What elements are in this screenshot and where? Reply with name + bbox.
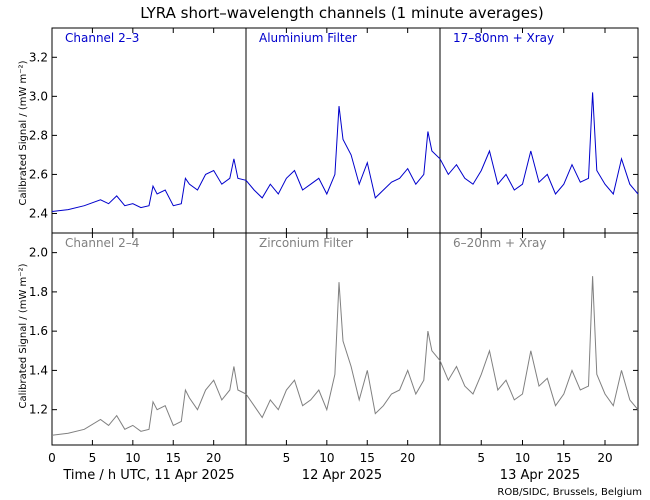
bottom-series-line-1	[51, 366, 247, 436]
bottom-ytick-label: 1.8	[29, 285, 48, 299]
xtick-label: 20	[400, 451, 415, 465]
top-panel-label-3: 17–80nm + Xray	[453, 31, 554, 45]
bottom-panel-label-2: Zirconium Filter	[259, 236, 353, 250]
top-ytick-label: 3.2	[29, 50, 48, 64]
top-ytick-label: 3.0	[29, 89, 48, 103]
credit: ROB/SIDC, Brussels, Belgium	[497, 487, 642, 498]
bottom-ytick-label: 1.6	[29, 324, 48, 338]
bottom-series-line-2	[245, 282, 441, 419]
top-series-line-3	[439, 92, 639, 196]
bottom-ytick-label: 1.4	[29, 363, 48, 377]
xtick-label: 10	[515, 451, 530, 465]
bottom-ytick-label: 1.2	[29, 403, 48, 417]
bottom-ytick-label: 2.0	[29, 246, 48, 260]
bottom-series-line-3	[439, 276, 639, 411]
bottom-ylabel: Calibrated Signal / (mW m⁻²)	[18, 263, 29, 408]
xtick-label: 10	[319, 451, 334, 465]
xtick-label: 5	[89, 451, 97, 465]
panels: 2.4 2.6 2.8 3.0 3.2 Channel 2–3 Aluminium Filt…	[29, 27, 639, 465]
top-panel-label-2: Aluminium Filter	[259, 31, 357, 45]
xtick-label: 20	[206, 451, 221, 465]
xtick-label: 5	[477, 451, 485, 465]
xtick-label: 0	[48, 451, 56, 465]
top-ytick-label: 2.4	[29, 206, 48, 220]
top-series-line-1	[51, 158, 247, 212]
xlabel-day3: 13 Apr 2025	[500, 468, 580, 483]
xlabel-day1: Time / h UTC, 11 Apr 2025	[62, 468, 234, 483]
bottom-panel-label-3: 6–20nm + Xray	[453, 236, 547, 250]
xtick-label: 10	[125, 451, 140, 465]
xtick-label: 5	[283, 451, 291, 465]
xtick-label: 15	[166, 451, 181, 465]
top-plot-frame	[51, 27, 639, 234]
chart-title: LYRA short–wavelength channels (1 minute…	[140, 4, 543, 22]
bottom-panel-label-1: Channel 2–4	[65, 236, 139, 250]
top-ytick-label: 2.8	[29, 128, 48, 142]
xtick-label: 20	[597, 451, 612, 465]
top-series-line-2	[245, 106, 441, 199]
bottom-plot-frame	[51, 232, 639, 446]
top-ylabel: Calibrated Signal / (mW m⁻²)	[18, 60, 29, 205]
xlabel-day2: 12 Apr 2025	[302, 468, 382, 483]
xtick-label: 15	[360, 451, 375, 465]
xtick-label: 15	[556, 451, 571, 465]
top-panel-label-1: Channel 2–3	[65, 31, 139, 45]
top-ytick-label: 2.6	[29, 167, 48, 181]
